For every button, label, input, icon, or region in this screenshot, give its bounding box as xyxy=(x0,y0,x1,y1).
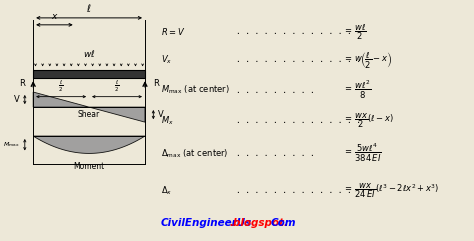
Text: $V_x$: $V_x$ xyxy=(161,53,173,66)
Polygon shape xyxy=(33,92,89,107)
Text: $\ell$: $\ell$ xyxy=(86,2,92,14)
Text: $M_{\rm max}$: $M_{\rm max}$ xyxy=(3,140,20,149)
Text: $\frac{\ell}{2}$: $\frac{\ell}{2}$ xyxy=(58,78,64,94)
Text: . . . . . . . . . . . . .: . . . . . . . . . . . . . xyxy=(236,186,351,195)
Text: . . . . . . . . . . . . .: . . . . . . . . . . . . . xyxy=(236,27,351,36)
Text: $R = V$: $R = V$ xyxy=(161,26,186,37)
Text: $=\,\dfrac{5w\ell^4}{384\,EI}$: $=\,\dfrac{5w\ell^4}{384\,EI}$ xyxy=(343,142,382,164)
Text: V: V xyxy=(158,110,164,119)
Text: Moment: Moment xyxy=(73,161,105,171)
Text: .blogspot.: .blogspot. xyxy=(229,218,288,228)
Text: $M_x$: $M_x$ xyxy=(161,114,174,127)
Text: $=\,\dfrac{wx}{24\,EI}(\ell^3-2\ell x^2+x^3)$: $=\,\dfrac{wx}{24\,EI}(\ell^3-2\ell x^2+… xyxy=(343,181,439,200)
Text: . . . . . . . . .: . . . . . . . . . xyxy=(236,149,314,158)
Text: $=\,\dfrac{w\ell}{2}$: $=\,\dfrac{w\ell}{2}$ xyxy=(343,22,367,42)
Text: Shear: Shear xyxy=(78,109,100,119)
Text: Com: Com xyxy=(271,218,296,228)
Text: $=\,\dfrac{wx}{2}(\ell-x)$: $=\,\dfrac{wx}{2}(\ell-x)$ xyxy=(343,111,394,130)
Text: $w\ell$: $w\ell$ xyxy=(83,48,95,59)
Text: $\frac{\ell}{2}$: $\frac{\ell}{2}$ xyxy=(114,78,120,94)
Text: . . . . . . . . . . . . . .: . . . . . . . . . . . . . . xyxy=(236,55,361,64)
Polygon shape xyxy=(89,107,145,122)
Text: $=\,\dfrac{w\ell^2}{8}$: $=\,\dfrac{w\ell^2}{8}$ xyxy=(343,79,371,101)
Text: CivilEngineerUs: CivilEngineerUs xyxy=(160,218,252,228)
Text: . . . . . . . . .: . . . . . . . . . xyxy=(236,86,314,95)
Bar xyxy=(33,70,145,78)
Text: $M_{\mathrm{max}}\ \mathrm{(at\ center)}$: $M_{\mathrm{max}}\ \mathrm{(at\ center)}… xyxy=(161,84,230,96)
Text: V: V xyxy=(14,95,20,104)
Text: $\Delta_{\mathrm{max}}\ \mathrm{(at\ center)}$: $\Delta_{\mathrm{max}}\ \mathrm{(at\ cen… xyxy=(161,147,229,160)
Text: R: R xyxy=(154,80,159,88)
Text: $=\,w\!\left(\dfrac{\ell}{2}-x\right)$: $=\,w\!\left(\dfrac{\ell}{2}-x\right)$ xyxy=(343,50,392,70)
Text: $x$: $x$ xyxy=(51,12,58,21)
Text: . . . . . . . . . . . . . .: . . . . . . . . . . . . . . xyxy=(236,116,361,125)
Polygon shape xyxy=(33,136,145,154)
Text: $\Delta_x$: $\Delta_x$ xyxy=(161,184,173,197)
Text: R: R xyxy=(19,80,25,88)
